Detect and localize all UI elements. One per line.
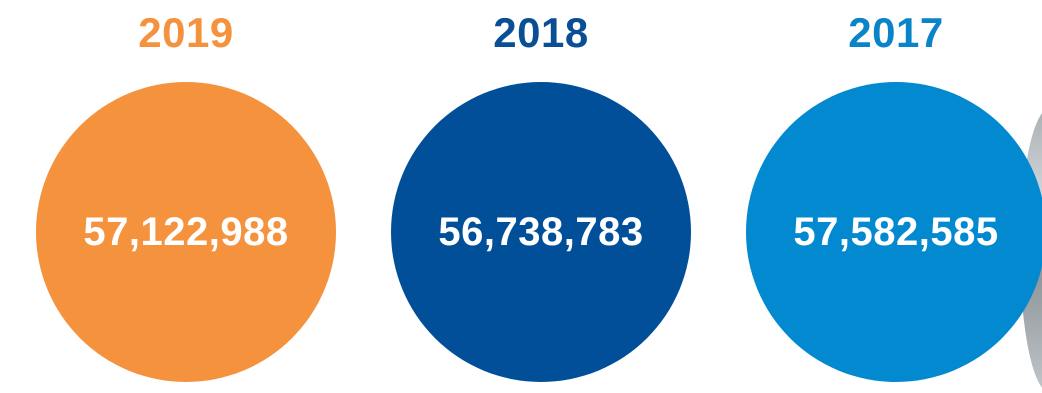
- stat-value: 57,582,585: [793, 209, 999, 254]
- stat-circle: 57,122,988: [36, 82, 336, 382]
- stat-value: 57,122,988: [83, 209, 289, 254]
- stat-year-label: 2019: [138, 9, 234, 56]
- stat-circle: 56,738,783: [391, 82, 691, 382]
- stat-2018: 2018 56,738,783: [391, 0, 691, 386]
- stat-2019: 2019 57,122,988: [36, 0, 336, 386]
- stat-year-label: 2017: [848, 9, 944, 56]
- stat-circle: 57,582,585: [746, 82, 1042, 382]
- stat-year-label: 2018: [493, 9, 589, 56]
- stat-value: 56,738,783: [438, 209, 644, 254]
- stat-2017: 2017 57,582,585: [746, 0, 1042, 386]
